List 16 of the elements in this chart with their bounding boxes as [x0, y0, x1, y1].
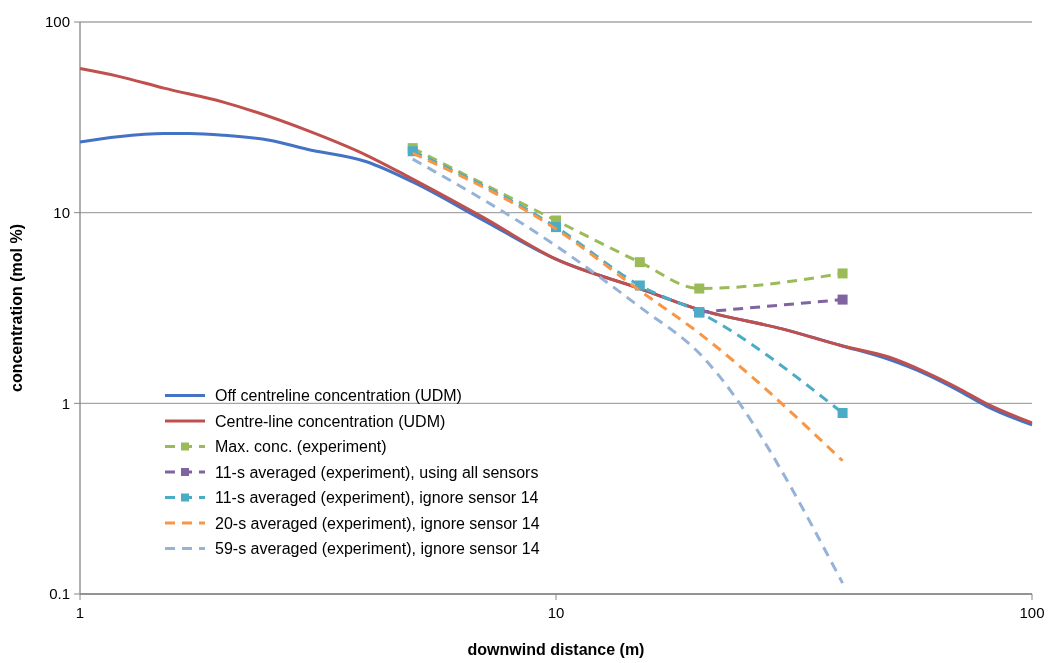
x-tick-label: 10: [547, 604, 565, 621]
x-tick-label: 1: [75, 604, 85, 621]
legend-label: Max. conc. (experiment): [215, 438, 387, 456]
y-tick-label: 100: [44, 13, 70, 31]
y-tick-label: 0.1: [49, 585, 70, 603]
legend-label: 20-s averaged (experiment), ignore sensor 14: [215, 514, 540, 532]
legend-label: 11-s averaged (experiment), ignore sensor 14: [215, 489, 539, 507]
legend-label: Off centreline concentration (UDM): [215, 387, 462, 405]
y-tick-label: 10: [53, 203, 70, 221]
y-tick-label: 1: [61, 394, 70, 412]
x-tick-label: 100: [1019, 604, 1045, 621]
y-axis-title: concentration (mol %): [8, 223, 25, 393]
legend-label: 59-s averaged (experiment), ignore sensor 14: [215, 540, 540, 558]
legend-label: 11-s averaged (experiment), using all sensors: [215, 463, 539, 481]
x-axis-title: downwind distance (m): [467, 641, 645, 658]
legend-label: Centre-line concentration (UDM): [215, 412, 446, 430]
